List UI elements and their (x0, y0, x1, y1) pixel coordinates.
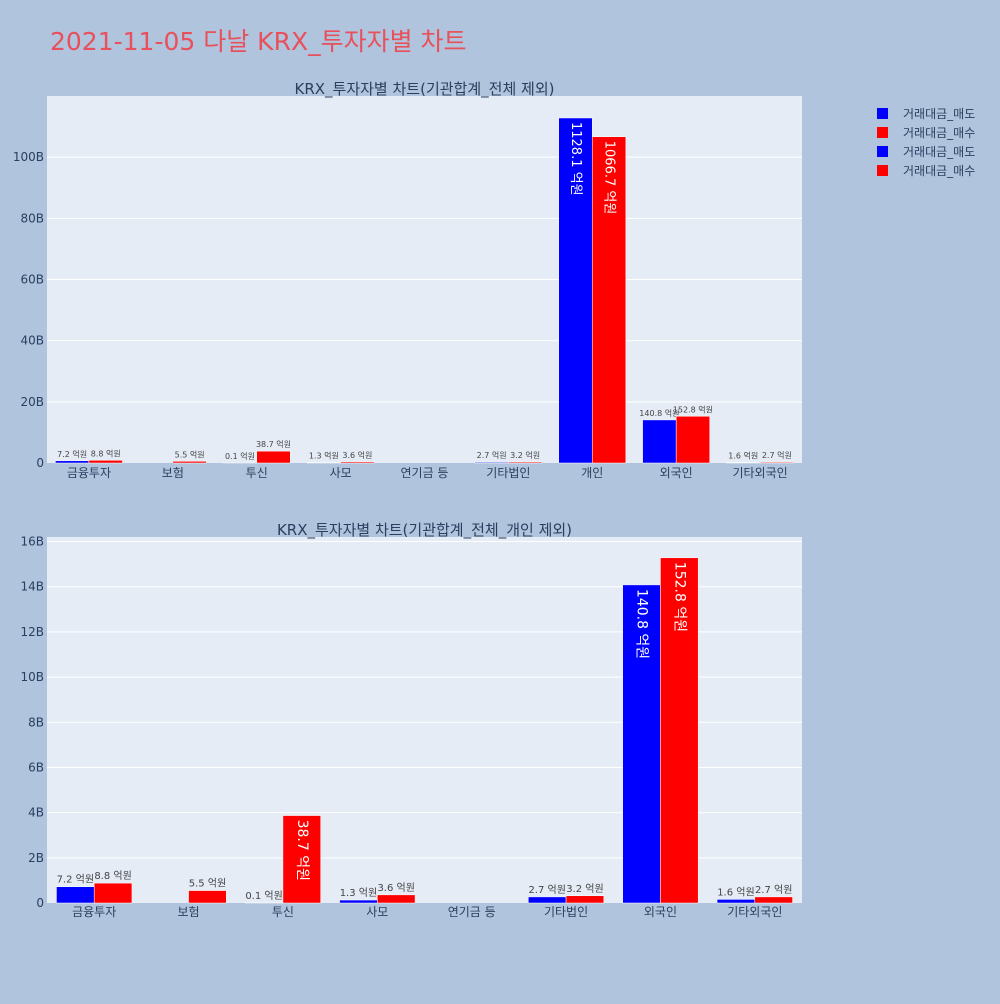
y-tick-label: 80B (20, 211, 44, 225)
bar (89, 460, 123, 463)
data-label: 2.7 억원 (762, 450, 792, 460)
data-label: 5.5 억원 (175, 449, 205, 459)
bar (755, 897, 793, 903)
x-tick-label: 연기금 등 (448, 905, 496, 919)
y-tick-label: 6B (28, 760, 44, 774)
chart-title: KRX_투자자별 차트(기관합계_전체 제외) (295, 80, 555, 99)
x-tick-label: 기타법인 (486, 466, 530, 480)
y-tick-label: 0 (36, 456, 44, 470)
bar (377, 895, 415, 903)
data-label: 0.1 억원 (245, 890, 282, 902)
data-label: 8.8 억원 (94, 870, 131, 882)
x-tick-label: 기타법인 (544, 905, 588, 919)
page-title: 2021-11-05 다날 KRX_투자자별 차트 (50, 22, 467, 58)
bar (643, 420, 677, 463)
data-label: 3.6 억원 (377, 882, 414, 894)
bar (94, 883, 132, 903)
bar (173, 461, 207, 463)
bar (676, 416, 710, 463)
y-tick-label: 16B (20, 535, 44, 549)
x-tick-label: 사모 (366, 905, 388, 919)
bar (717, 899, 755, 903)
bar (566, 896, 604, 903)
data-label: 5.5 억원 (189, 878, 226, 890)
y-tick-label: 8B (28, 715, 44, 729)
bar (189, 891, 227, 903)
data-label: 38.7 억원 (294, 820, 310, 881)
chart-panel-2: 0 2B 4B 6B 8B 10B 12B 14B 16B KRX_투자자별 차트(기관합계_전체… (20, 521, 802, 919)
y-tick-label: 40B (20, 334, 44, 348)
data-label: 2.7 억원 (528, 884, 565, 896)
x-tick-label: 연기금 등 (401, 466, 449, 480)
y-tick-label: 4B (28, 806, 44, 820)
y-tick-label: 60B (20, 273, 44, 287)
data-label: 152.8 억원 (673, 404, 713, 414)
data-label: 38.7 억원 (256, 439, 291, 449)
y-tick-label: 0 (36, 896, 44, 910)
x-tick-label: 보험 (162, 466, 184, 480)
data-label: 7.2 억원 (57, 874, 94, 886)
x-tick-label: 투신 (246, 466, 268, 480)
data-label: 2.7 억원 (755, 884, 792, 896)
bar (340, 900, 378, 903)
x-tick-label: 기타외국인 (732, 466, 787, 480)
x-tick-label: 금융투자 (72, 905, 116, 919)
x-tick-label: 금융투자 (67, 466, 111, 480)
data-label: 7.2 억원 (57, 449, 87, 459)
data-label: 1066.7 억원 (602, 141, 617, 215)
legend-swatch (877, 146, 888, 157)
data-label: 140.8 억원 (634, 589, 650, 659)
legend-item-label: 거래대금_매도 (903, 107, 975, 121)
data-label: 3.6 억원 (342, 450, 372, 460)
bar (760, 462, 794, 463)
x-tick-label: 외국인 (660, 466, 693, 480)
data-label: 1.3 억원 (340, 887, 377, 899)
data-label: 152.8 억원 (671, 562, 687, 632)
data-label: 3.2 억원 (510, 450, 540, 460)
legend-item-label: 거래대금_매도 (903, 145, 975, 159)
data-label: 0.1 억원 (225, 451, 255, 461)
bar (56, 887, 94, 903)
x-tick-label: 개인 (581, 466, 603, 480)
y-tick-label: 10B (20, 670, 44, 684)
bar (341, 462, 375, 463)
data-label: 1.3 억원 (309, 451, 339, 461)
legend-item-label: 거래대금_매수 (903, 164, 975, 178)
y-tick-label: 100B (13, 150, 44, 164)
y-tick-label: 20B (20, 395, 44, 409)
data-label: 1.6 억원 (717, 886, 754, 898)
bar (508, 462, 542, 463)
bar (257, 451, 291, 463)
x-tick-label: 투신 (272, 905, 294, 919)
data-label: 3.2 억원 (566, 883, 603, 895)
legend-swatch (877, 165, 888, 176)
x-tick-label: 외국인 (644, 905, 677, 919)
data-label: 1.6 억원 (728, 451, 758, 461)
x-tick-label: 보험 (178, 905, 200, 919)
data-label: 8.8 억원 (91, 448, 121, 458)
bar (55, 461, 89, 463)
y-tick-label: 2B (28, 851, 44, 865)
legend-swatch (877, 108, 888, 119)
data-label: 2.7 억원 (477, 450, 507, 460)
x-tick-label: 사모 (330, 466, 352, 480)
x-tick-label: 기타외국인 (727, 905, 782, 919)
chart-title: KRX_투자자별 차트(기관합계_전체_개인 제외) (277, 521, 572, 540)
y-tick-label: 14B (20, 580, 44, 594)
bar (528, 897, 566, 903)
bar (475, 462, 509, 463)
legend-swatch (877, 127, 888, 138)
legend-item-label: 거래대금_매수 (903, 126, 975, 140)
data-label: 1128.1 억원 (568, 122, 583, 196)
y-tick-label: 12B (20, 625, 44, 639)
chart-panel-1: 0 20B 40B 60B 80B 100B KRX_투자자별 차트(기관합계_전체 제외)… (13, 80, 802, 480)
